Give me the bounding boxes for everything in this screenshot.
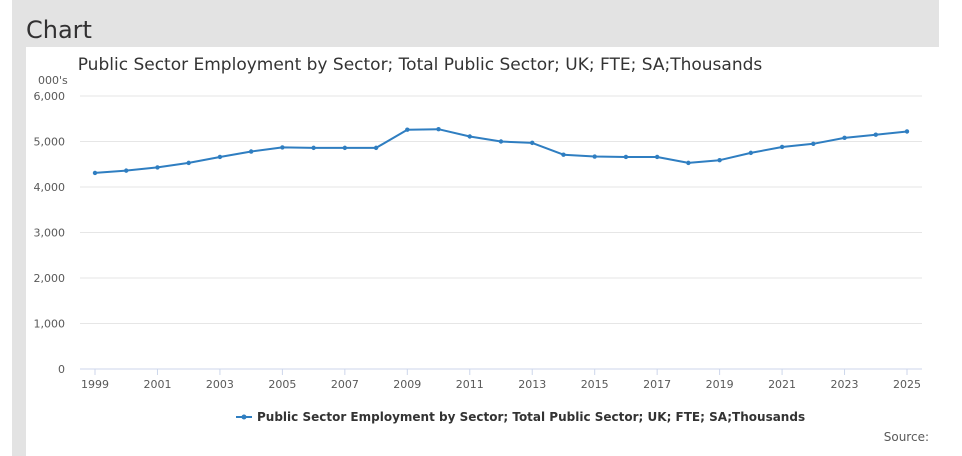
data-point[interactable] <box>280 145 285 150</box>
x-tick-label: 2023 <box>831 378 859 391</box>
series-line <box>94 128 908 174</box>
y-tick-label: 6,000 <box>34 90 66 103</box>
x-tick-label: 2015 <box>581 378 609 391</box>
data-point[interactable] <box>124 168 129 173</box>
data-point[interactable] <box>686 160 691 166</box>
data-point[interactable] <box>342 145 348 151</box>
series-group <box>92 127 910 176</box>
data-point[interactable] <box>842 135 847 141</box>
y-axis: 0 1,000 2,000 3,000 4,000 5,000 6,000 <box>34 90 66 376</box>
data-point[interactable] <box>186 160 191 166</box>
chart-title: Public Sector Employment by Sector; Tota… <box>78 55 763 75</box>
data-point[interactable] <box>405 127 410 132</box>
x-tick-label: 2013 <box>518 378 546 391</box>
legend-label: Public Sector Employment by Sector; Tota… <box>257 410 805 424</box>
data-point[interactable] <box>873 132 878 137</box>
data-point[interactable] <box>530 140 535 146</box>
x-tick-label: 2017 <box>643 378 671 391</box>
data-point[interactable] <box>155 165 160 170</box>
data-point[interactable] <box>717 157 722 163</box>
y-unit-label: 000's <box>38 74 68 87</box>
data-point[interactable] <box>904 129 910 134</box>
x-tick-label: 1999 <box>81 378 109 391</box>
data-point[interactable] <box>436 127 441 132</box>
x-tick-label: 2025 <box>893 378 921 391</box>
y-tick-label: 2,000 <box>34 272 66 285</box>
data-point[interactable] <box>498 139 504 144</box>
legend[interactable]: Public Sector Employment by Sector; Tota… <box>236 410 805 424</box>
x-tick-label: 2011 <box>456 378 484 391</box>
chart-card: Public Sector Employment by Sector; Tota… <box>26 47 939 456</box>
y-tick-label: 5,000 <box>34 136 66 149</box>
x-tick-label: 2021 <box>768 378 796 391</box>
data-point[interactable] <box>748 150 754 156</box>
data-point[interactable] <box>467 134 472 139</box>
data-point[interactable] <box>217 154 223 160</box>
x-tick-label: 2019 <box>706 378 734 391</box>
data-point[interactable] <box>92 170 98 176</box>
y-tick-label: 4,000 <box>34 181 66 194</box>
data-point[interactable] <box>248 149 254 154</box>
x-tick-label: 2007 <box>331 378 359 391</box>
data-point[interactable] <box>373 145 379 151</box>
gridlines <box>80 95 922 324</box>
y-tick-label: 0 <box>58 363 65 376</box>
data-point[interactable] <box>779 144 785 150</box>
x-tick-label: 2005 <box>268 378 296 391</box>
x-tick-label: 2009 <box>393 378 421 391</box>
x-axis: 1999 2001 2003 2005 2007 2009 2011 2013 2015 2017… <box>80 368 922 391</box>
data-point[interactable] <box>311 145 316 151</box>
y-tick-label: 1,000 <box>34 318 66 331</box>
data-point[interactable] <box>811 141 816 146</box>
data-point[interactable] <box>561 152 566 157</box>
x-tick-label: 2003 <box>206 378 234 391</box>
y-tick-label: 3,000 <box>34 227 66 240</box>
data-point[interactable] <box>654 154 660 160</box>
source-label: Source: <box>884 430 929 444</box>
data-point[interactable] <box>592 154 597 159</box>
x-tick-label: 2001 <box>143 378 171 391</box>
line-chart: Public Sector Employment by Sector; Tota… <box>34 55 930 444</box>
page-heading: Chart <box>26 16 92 44</box>
data-point[interactable] <box>623 154 629 160</box>
legend-marker-icon <box>241 414 247 420</box>
